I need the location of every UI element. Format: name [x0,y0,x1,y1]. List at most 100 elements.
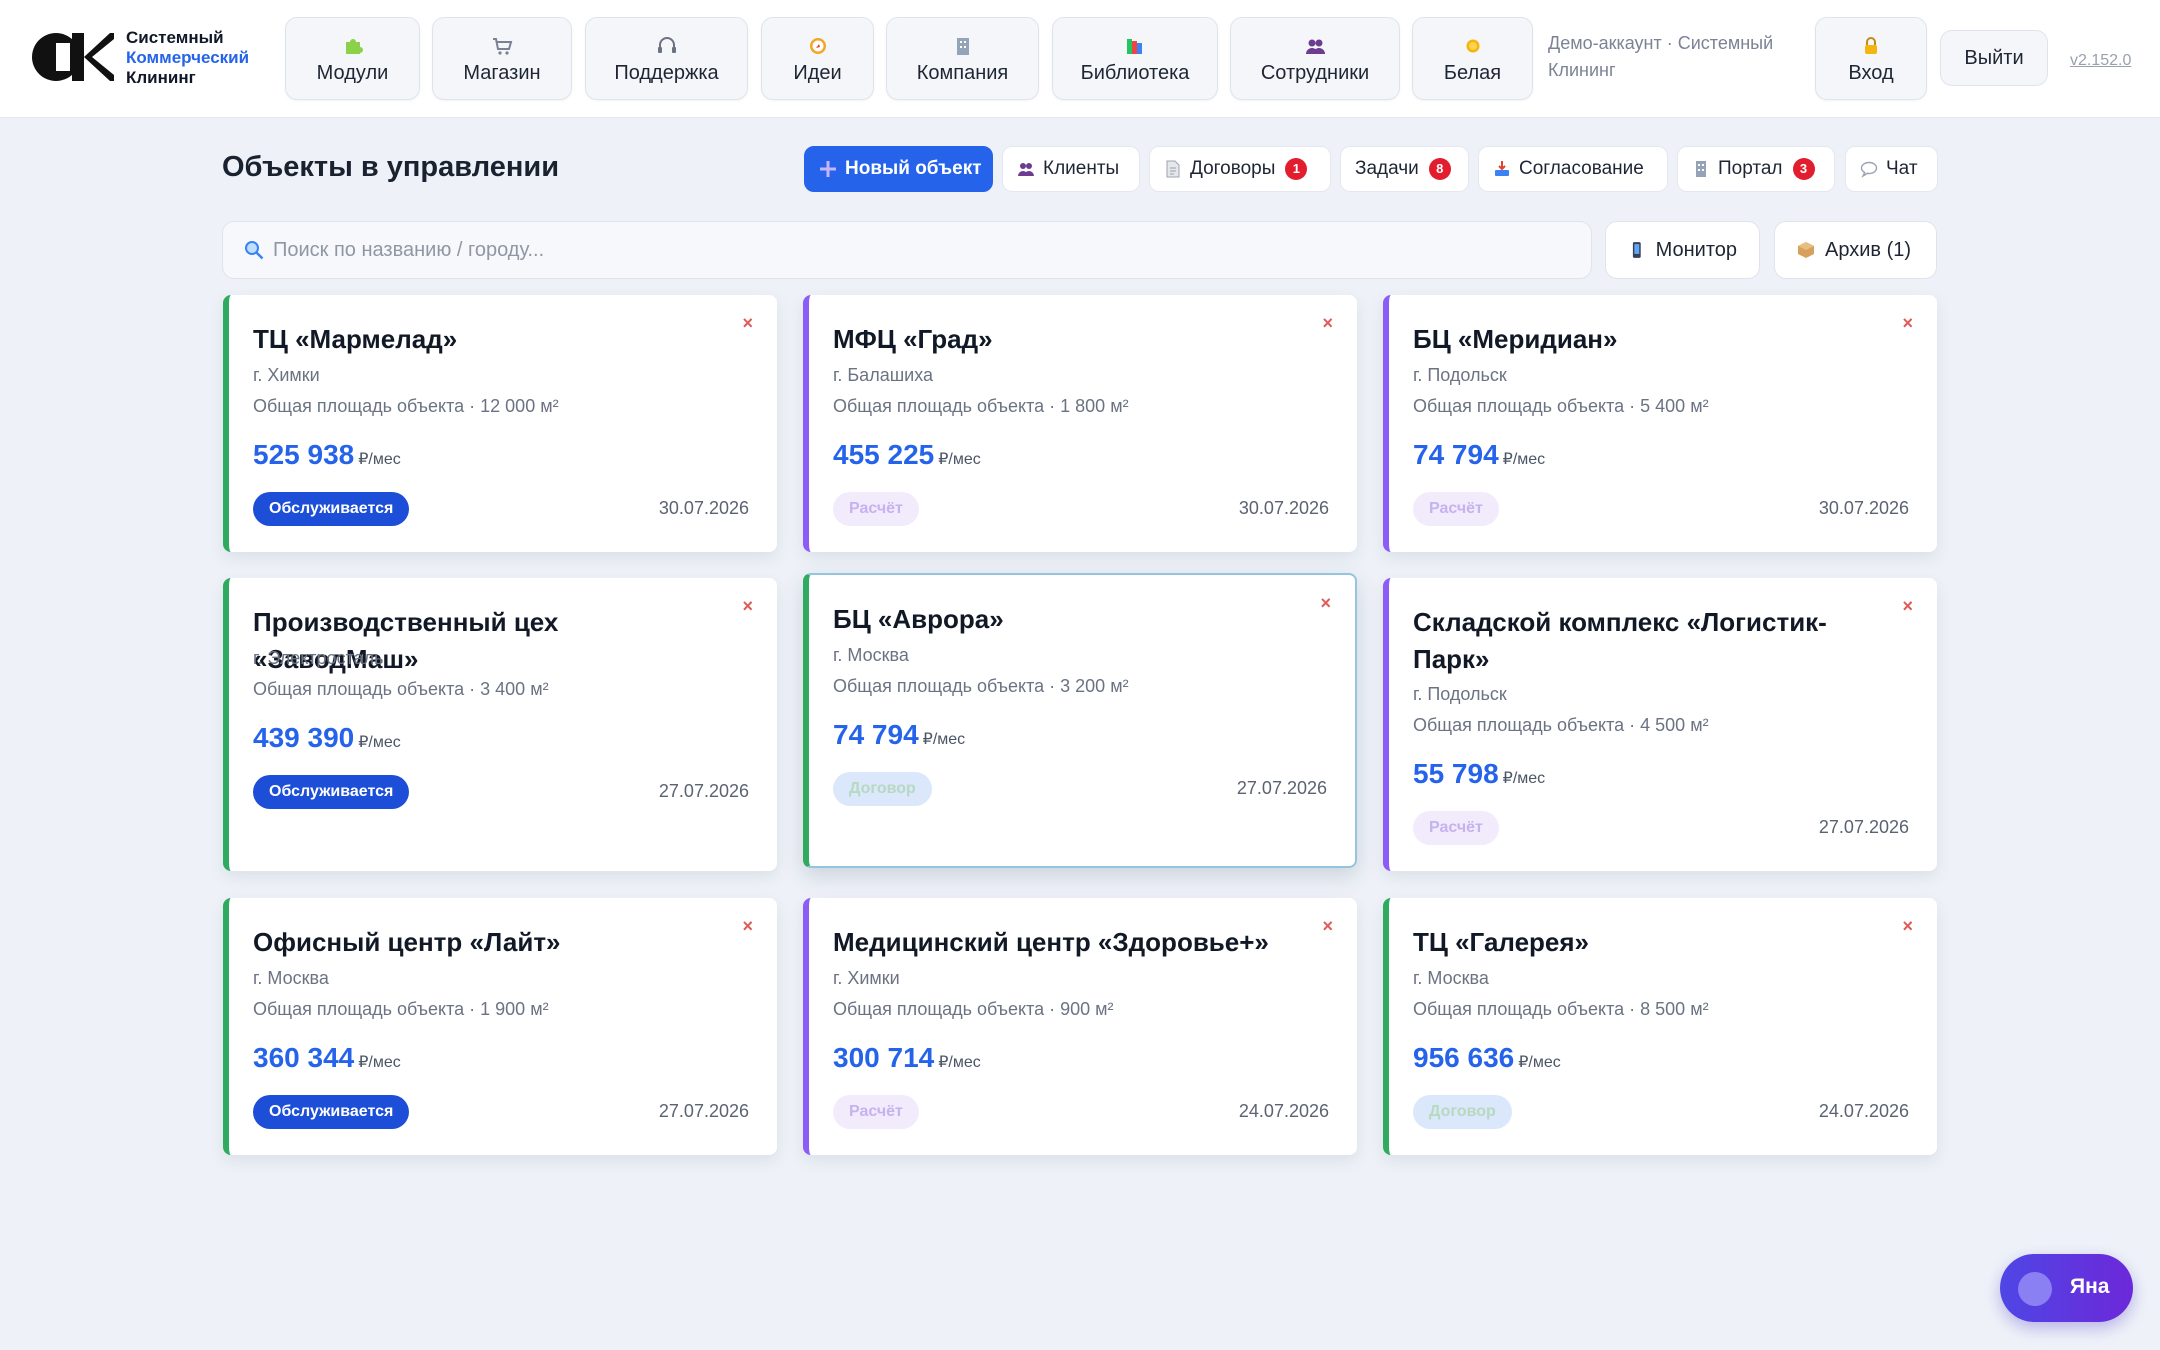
portal-count-badge: 3 [1792,158,1815,180]
card-city: г. Подольск [1413,684,1507,704]
price-unit: ₽/мес [1502,451,1546,468]
card-city: г. Москва [253,968,329,988]
close-icon[interactable]: × [742,916,753,936]
status-badge: Договор [833,772,932,806]
books-icon [1127,39,1142,54]
price-unit: ₽/мес [358,1054,401,1071]
nav-company[interactable]: Компания [886,17,1039,100]
close-icon[interactable]: × [1902,596,1913,616]
object-card[interactable]: Складской комплекс «Логистик-Парк» г. По… [1383,578,1937,871]
search-bar [222,221,1592,279]
version-link[interactable]: v2.152.0 [2070,52,2132,69]
clients-button[interactable]: Клиенты [1002,146,1140,192]
nav-library[interactable]: Библиотека [1052,17,1218,100]
card-area: Общая площадь объекта · 3 200 м² [833,676,1129,696]
object-card-selected[interactable]: БЦ «Аврора» г. Москва Общая площадь объе… [803,573,1357,868]
brand-line1: Системный [126,28,224,47]
price-value: 956 636 [1413,1042,1515,1073]
lock-icon [1865,37,1877,54]
nav-shop[interactable]: Магазин [432,17,572,100]
demo-account-label: Демо-аккаунт · Системный Клининг [1548,33,1774,80]
speech-bubble-icon [1860,161,1878,178]
close-icon[interactable]: × [1320,593,1331,613]
approval-label: Согласование [1519,158,1644,179]
nav-label: Белая [1443,62,1502,84]
compass-icon [809,38,826,54]
card-title: БЦ «Меридиан» [1413,324,1618,354]
object-card[interactable]: Медицинский центр «Здоровье+» г. Химки О… [803,898,1357,1155]
tasks-label: Задачи [1355,158,1419,179]
brand-line2: Коммерческий [126,48,250,67]
object-card[interactable]: ТЦ «Галерея» г. Москва Общая площадь объ… [1383,898,1937,1155]
object-card[interactable]: Производственный цех «ЗаводМаш» г. Элект… [223,578,777,871]
price-unit: ₽/мес [1518,1054,1561,1071]
card-city: г. Балашиха [833,365,934,385]
portal-label: Портал [1718,158,1783,179]
object-card[interactable]: БЦ «Меридиан» г. Подольск Общая площадь … [1383,295,1937,552]
status-badge: Расчёт [1413,492,1499,526]
login-button[interactable]: Вход [1815,17,1927,100]
logout-button[interactable]: Выйти [1940,30,2048,86]
chat-button[interactable]: Чат [1845,146,1938,192]
archive-button[interactable]: Архив (1) [1774,221,1937,279]
phone-icon [1632,242,1641,258]
nav-theme-light[interactable]: Белая [1412,17,1533,100]
people-icon [1018,163,1034,176]
close-icon[interactable]: × [1902,916,1913,936]
nav-staff[interactable]: Сотрудники [1230,17,1400,100]
package-icon [1798,242,1814,258]
close-icon[interactable]: × [742,313,753,333]
close-icon[interactable]: × [1902,313,1913,333]
price-unit: ₽/мес [1502,770,1546,787]
sun-icon [1466,39,1479,53]
assistant-button[interactable]: Яна [2000,1254,2133,1322]
nav-modules[interactable]: Модули [285,17,420,100]
nav-support[interactable]: Поддержка [585,17,748,100]
card-area: Общая площадь объекта · 8 500 м² [1413,999,1709,1019]
headset-icon [657,37,676,53]
price-unit: ₽/мес [938,1054,981,1071]
page-title: Объекты в управлении [222,151,560,183]
card-price: 360 344 ₽/мес [253,1042,401,1074]
card-date: 30.07.2026 [1818,498,1909,518]
card-title: Офисный центр «Лайт» [253,927,561,957]
assistant-label: Яна [2070,1275,2110,1298]
card-area: Общая площадь объекта · 12 000 м² [253,396,559,416]
object-card[interactable]: МФЦ «Град» г. Балашиха Общая площадь объ… [803,295,1357,552]
portal-button[interactable]: Портал 3 [1677,146,1835,192]
price-unit: ₽/мес [938,451,981,468]
logo-mark-icon [32,33,114,81]
object-card[interactable]: Офисный центр «Лайт» г. Москва Общая пло… [223,898,777,1155]
contracts-button[interactable]: Договоры 1 [1149,146,1331,192]
price-value: 55 798 [1413,758,1499,789]
approval-button[interactable]: Согласование [1478,146,1668,192]
new-object-button[interactable]: Новый объект [804,146,993,192]
monitor-button[interactable]: Монитор [1605,221,1760,279]
status-badge: Обслуживается [253,775,410,809]
card-date: 27.07.2026 [658,1101,749,1121]
inbox-tray-icon [1495,161,1509,176]
price-unit: ₽/мес [358,451,401,468]
tasks-count-badge: 8 [1428,158,1451,180]
brand-logo[interactable]: Системный Коммерческий Клининг [30,26,270,92]
monitor-label: Монитор [1655,238,1737,261]
cart-icon [493,38,513,55]
nav-label: Библиотека [1080,62,1190,84]
nav-ideas[interactable]: Идеи [761,17,874,100]
tasks-button[interactable]: Задачи 8 [1340,146,1469,192]
status-badge: Расчёт [833,1095,919,1129]
search-input[interactable] [273,238,1573,262]
nav-label: Поддержка [614,62,719,84]
card-title: ТЦ «Мармелад» [253,324,458,354]
object-card[interactable]: ТЦ «Мармелад» г. Химки Общая площадь объ… [223,295,777,552]
card-area: Общая площадь объекта · 3 400 м² [253,679,549,699]
price-value: 360 344 [253,1042,355,1073]
close-icon[interactable]: × [1322,313,1333,333]
close-icon[interactable]: × [742,596,753,616]
close-icon[interactable]: × [1322,916,1333,936]
card-city: г. Подольск [1413,365,1507,385]
card-area: Общая площадь объекта · 4 500 м² [1413,715,1709,735]
nav-label: Компания [916,62,1009,84]
nav-label: Сотрудники [1260,62,1370,84]
document-icon [1166,160,1180,178]
